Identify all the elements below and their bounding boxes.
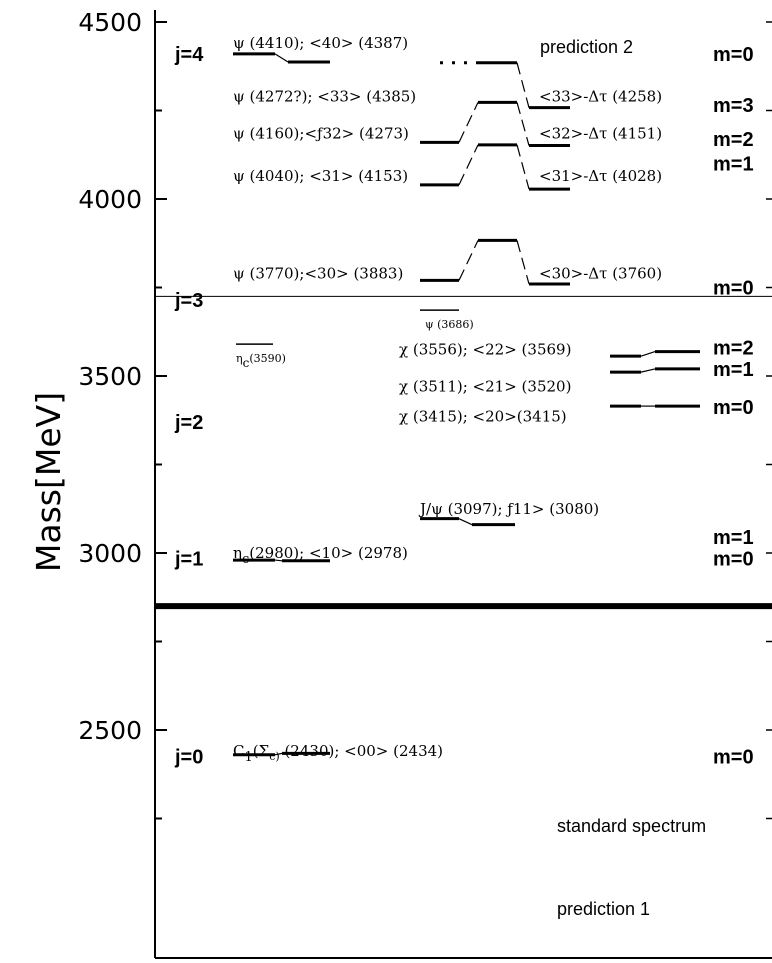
state-label: χ (3415); <20>(3415) bbox=[399, 408, 567, 426]
m-label: m=1 bbox=[713, 359, 754, 381]
m-label: m=0 bbox=[713, 747, 754, 769]
m-label: m=0 bbox=[713, 44, 754, 66]
y-tick-label: 3000 bbox=[78, 539, 142, 568]
separator-lines bbox=[155, 295, 772, 610]
state-label: ηc(2980); <10> (2978) bbox=[233, 544, 408, 567]
y-tick-label: 4500 bbox=[78, 8, 142, 37]
state-label: <32>-Δτ (4151) bbox=[539, 125, 662, 143]
transition-connector bbox=[516, 62, 530, 108]
y-tick-label: 4000 bbox=[78, 185, 142, 214]
m-label: m=0 bbox=[713, 548, 754, 570]
j-label: j=3 bbox=[174, 290, 203, 312]
state-label: ψ (4410); <40> (4387) bbox=[233, 34, 408, 52]
m-label: m=2 bbox=[713, 129, 754, 151]
small-state-label: ψ (3686) bbox=[425, 318, 474, 331]
state-label: C1(Σc) (2430); <00> (2434) bbox=[233, 742, 443, 765]
transition-connector bbox=[274, 559, 283, 562]
state-label: ψ (4040); <31> (4153) bbox=[233, 167, 408, 185]
j-label: j=2 bbox=[174, 412, 203, 434]
m-label: m=1 bbox=[713, 527, 754, 549]
state-label: <33>-Δτ (4258) bbox=[539, 87, 662, 105]
state-labels: j=4j=3j=2j=1j=0m=0m=3m=2m=1m=0m=2m=1m=0m… bbox=[174, 34, 754, 768]
state-label: χ (3556); <22> (3569) bbox=[399, 340, 571, 358]
m-label: m=3 bbox=[713, 95, 754, 117]
transition-connector bbox=[458, 102, 479, 143]
transition-connector bbox=[516, 102, 530, 146]
standard-spectrum-note: standard spectrum bbox=[557, 816, 706, 836]
m-label: m=0 bbox=[713, 397, 754, 419]
transition-connector bbox=[458, 144, 479, 186]
y-axis: 2500 3000 3500 4000 4500 bbox=[78, 8, 772, 820]
state-label: ψ (4160);<ƒ32> (4273) bbox=[233, 125, 409, 143]
j-label: j=4 bbox=[174, 44, 204, 66]
transition-connector bbox=[640, 368, 656, 373]
m-label: m=2 bbox=[713, 338, 754, 360]
m-label: m=0 bbox=[713, 278, 754, 300]
state-label: χ (3511); <21> (3520) bbox=[399, 378, 571, 396]
small-state-label: ηc(3590) bbox=[236, 352, 286, 370]
transition-connector bbox=[516, 240, 530, 285]
energy-levels bbox=[233, 52, 700, 757]
prediction-2-note: prediction 2 bbox=[540, 37, 633, 57]
state-label: <31>-Δτ (4028) bbox=[539, 167, 662, 185]
prediction-1-note: prediction 1 bbox=[557, 899, 650, 919]
plot-frame bbox=[154, 10, 772, 959]
state-label: J/ψ (3097); ƒ11> (3080) bbox=[418, 500, 599, 518]
state-label: <30>-Δτ (3760) bbox=[539, 264, 662, 282]
transition-connector bbox=[640, 351, 656, 357]
state-label: ψ (4272?); <33> (4385) bbox=[233, 87, 416, 105]
y-axis-label: Mass[MeV] bbox=[29, 392, 68, 572]
y-tick-label: 2500 bbox=[78, 716, 142, 745]
transition-connector bbox=[274, 53, 289, 63]
j-label: j=0 bbox=[174, 747, 203, 769]
transition-connector bbox=[458, 240, 479, 281]
transition-connector bbox=[516, 144, 530, 190]
transition-connector bbox=[274, 752, 283, 756]
m-label: m=1 bbox=[713, 154, 754, 176]
transition-connector bbox=[458, 518, 473, 526]
y-tick-label: 3500 bbox=[78, 362, 142, 391]
j-label: j=1 bbox=[174, 548, 203, 570]
state-label: ψ (3770);<30> (3883) bbox=[233, 264, 403, 282]
